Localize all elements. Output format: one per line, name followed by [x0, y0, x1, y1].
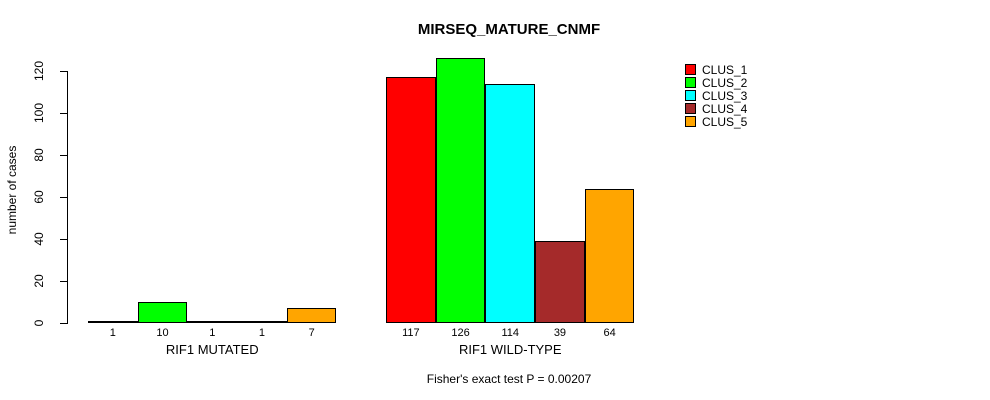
bar-value-label: 64: [603, 327, 616, 339]
legend-label: CLUS_4: [702, 101, 748, 116]
y-tick-label: 0: [32, 319, 46, 327]
bar-value-label: 1: [258, 327, 265, 339]
bar: [137, 302, 188, 323]
y-axis-line: [67, 71, 68, 324]
y-axis-label: number of cases: [5, 145, 19, 235]
legend-row: CLUS_3: [685, 88, 748, 103]
bar-value-label: 126: [451, 327, 470, 339]
annotation-text: Fisher's exact test P = 0.00207: [426, 372, 592, 386]
bar-value-label: 117: [402, 327, 420, 339]
legend-label: CLUS_3: [702, 88, 748, 103]
bar: [187, 320, 238, 323]
y-tick-label: 20: [32, 274, 46, 288]
legend-row: CLUS_5: [685, 114, 748, 129]
y-tick: [60, 323, 67, 324]
y-tick: [60, 155, 67, 156]
legend-label: CLUS_1: [702, 62, 748, 77]
bar-value-label: 1: [109, 327, 116, 339]
bar-value-label: 10: [156, 327, 169, 339]
bar: [535, 241, 585, 323]
bar-value-label: 7: [308, 327, 315, 339]
bar-value-label: 1: [209, 327, 216, 339]
bar-value-label: 39: [553, 327, 567, 339]
legend-row: CLUS_1: [685, 62, 748, 77]
bar-value-label: 114: [501, 327, 520, 339]
y-tick: [60, 281, 67, 282]
y-tick: [60, 197, 67, 198]
x-group-label: RIF1 WILD-TYPE: [458, 342, 562, 357]
legend-row: CLUS_4: [685, 101, 748, 116]
legend-swatch: [685, 77, 696, 88]
bar: [286, 308, 337, 323]
legend-swatch: [685, 116, 696, 127]
x-group-label: RIF1 MUTATED: [165, 342, 259, 357]
legend: CLUS_1 CLUS_2 CLUS_3 CLUS_4 CLUS_5: [685, 62, 748, 129]
legend-row: CLUS_2: [685, 75, 748, 90]
legend-swatch: [685, 64, 696, 75]
y-tick-label: 120: [32, 60, 46, 82]
bar: [485, 83, 536, 323]
y-tick-label: 80: [32, 148, 46, 162]
bar: [435, 58, 486, 323]
legend-label: CLUS_2: [702, 75, 748, 90]
legend-label: CLUS_5: [702, 114, 748, 129]
bar: [584, 188, 635, 323]
legend-swatch: [685, 90, 696, 101]
bar: [88, 320, 138, 323]
y-tick: [60, 71, 67, 72]
y-tick: [60, 239, 67, 240]
y-tick-label: 60: [32, 190, 46, 204]
y-tick: [60, 113, 67, 114]
y-tick-label: 100: [32, 102, 46, 124]
legend-swatch: [685, 103, 696, 114]
bar: [386, 77, 436, 323]
chart-title: MIRSEQ_MATURE_CNMF: [417, 21, 601, 38]
y-tick-label: 40: [32, 232, 46, 246]
bar: [237, 320, 287, 323]
